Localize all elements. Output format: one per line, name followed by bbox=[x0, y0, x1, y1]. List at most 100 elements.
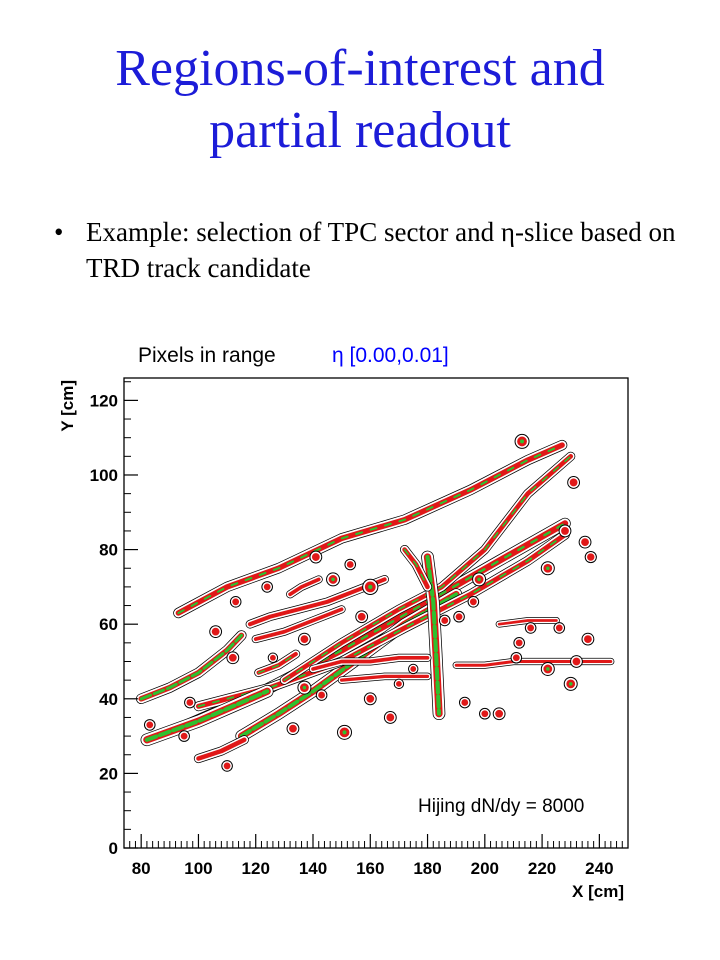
y-tick-label: 20 bbox=[99, 764, 118, 783]
blob-mid bbox=[584, 635, 592, 644]
blob-mid bbox=[270, 654, 276, 661]
contour-blob bbox=[570, 655, 583, 668]
y-tick-label: 100 bbox=[90, 466, 118, 485]
contour-track bbox=[495, 617, 560, 628]
blob-mid bbox=[300, 635, 309, 644]
contour-track bbox=[400, 545, 433, 592]
contour-track bbox=[452, 657, 615, 669]
bullet-item: • Example: selection of TPC sector and η… bbox=[48, 214, 688, 286]
blob-mid bbox=[289, 724, 297, 733]
x-tick-label: 120 bbox=[242, 859, 270, 878]
contour-inner bbox=[177, 444, 564, 615]
contour-track bbox=[193, 735, 249, 764]
contour-blob bbox=[344, 558, 357, 571]
blob-mid bbox=[146, 721, 154, 729]
contour-inner bbox=[403, 548, 429, 588]
blob-inner bbox=[520, 439, 525, 444]
contour-blob bbox=[408, 663, 419, 675]
contour-inner bbox=[239, 592, 459, 739]
contour-mid bbox=[253, 607, 344, 641]
contour-blob bbox=[453, 610, 465, 623]
bullet-list: • Example: selection of TPC sector and η… bbox=[48, 214, 688, 286]
contour-track bbox=[421, 550, 446, 721]
contour-inner bbox=[139, 633, 243, 701]
contour-track bbox=[337, 672, 432, 684]
contour-inner bbox=[257, 653, 297, 674]
x-tick-label: 140 bbox=[299, 859, 327, 878]
contour-blob bbox=[315, 689, 328, 701]
blob-mid bbox=[572, 657, 581, 666]
contour-blob bbox=[514, 433, 530, 449]
slide-title: Regions-of-interest and partial readout bbox=[0, 38, 720, 162]
contour-blob bbox=[309, 550, 323, 564]
contour-blob bbox=[143, 719, 156, 731]
blob-mid bbox=[223, 762, 231, 770]
contour-blob bbox=[553, 622, 566, 634]
contour-blob bbox=[226, 651, 240, 665]
contour-blob bbox=[298, 632, 311, 646]
contour-blob bbox=[178, 730, 190, 742]
contour-mid bbox=[288, 577, 321, 597]
y-tick-label: 60 bbox=[99, 615, 118, 634]
y-axis-label: Y [cm] bbox=[58, 380, 77, 432]
contour-track bbox=[286, 575, 323, 599]
contour-figure: Pixels in range η [0.00,0.01] 80 100 120 14… bbox=[0, 320, 720, 920]
x-tick-label: 100 bbox=[184, 859, 212, 878]
contour-blob bbox=[584, 550, 597, 564]
blob-inner bbox=[568, 682, 573, 686]
contour-blob bbox=[581, 632, 595, 646]
contour-blob bbox=[383, 711, 397, 724]
blob-inner bbox=[331, 577, 335, 582]
blob-mid bbox=[587, 553, 595, 561]
contour-blob bbox=[458, 696, 471, 709]
blob-mid bbox=[232, 598, 240, 606]
contour-blob bbox=[362, 578, 379, 595]
y-tick-label: 0 bbox=[109, 839, 118, 858]
contour-track bbox=[308, 653, 432, 674]
blob-mid bbox=[211, 627, 220, 636]
contour-blob bbox=[229, 596, 242, 608]
contour-mid bbox=[497, 619, 558, 626]
blob-inner bbox=[546, 667, 550, 671]
contour-blob bbox=[221, 760, 233, 772]
contour-blob bbox=[567, 476, 580, 489]
contour-inner bbox=[144, 689, 270, 742]
contour-blob bbox=[393, 678, 405, 690]
x-tick-label: 220 bbox=[528, 859, 556, 878]
y-tick-label: 120 bbox=[90, 391, 118, 410]
chart-title: Pixels in range bbox=[138, 344, 276, 367]
contour-track bbox=[140, 684, 274, 747]
blob-inner bbox=[546, 566, 550, 571]
y-tick-label: 80 bbox=[99, 541, 118, 560]
contour-blob bbox=[492, 707, 506, 721]
blob-inner bbox=[302, 685, 307, 690]
contour-blob bbox=[438, 614, 451, 627]
x-tick-label: 240 bbox=[585, 859, 613, 878]
blob-mid bbox=[455, 613, 463, 621]
contour-mid bbox=[196, 737, 247, 761]
blob-mid bbox=[527, 624, 535, 632]
x-tick-label: 200 bbox=[471, 859, 499, 878]
contour-blob bbox=[558, 524, 572, 538]
blob-mid bbox=[346, 561, 354, 568]
slide-title-line-1: Regions-of-interest and bbox=[115, 40, 605, 97]
blob-mid bbox=[569, 478, 578, 487]
blob-mid bbox=[441, 617, 449, 624]
contour-blob bbox=[184, 696, 196, 709]
contour-mid bbox=[311, 655, 430, 671]
blob-mid bbox=[512, 654, 520, 662]
x-axis-label: X [cm] bbox=[572, 882, 624, 901]
blob-mid bbox=[386, 713, 395, 722]
contour-blob bbox=[267, 652, 279, 663]
blob-inner bbox=[368, 584, 373, 590]
contour-blob bbox=[524, 622, 537, 634]
blob-mid bbox=[561, 527, 569, 535]
blob-mid bbox=[263, 583, 271, 591]
blob-mid bbox=[515, 639, 523, 647]
blob-inner bbox=[477, 577, 481, 582]
contour-track bbox=[245, 575, 389, 629]
bullet-text: Example: selection of TPC sector and η-s… bbox=[86, 217, 676, 283]
contour-outer-fill bbox=[136, 630, 246, 704]
blob-mid bbox=[228, 653, 237, 662]
blob-mid bbox=[396, 680, 402, 687]
